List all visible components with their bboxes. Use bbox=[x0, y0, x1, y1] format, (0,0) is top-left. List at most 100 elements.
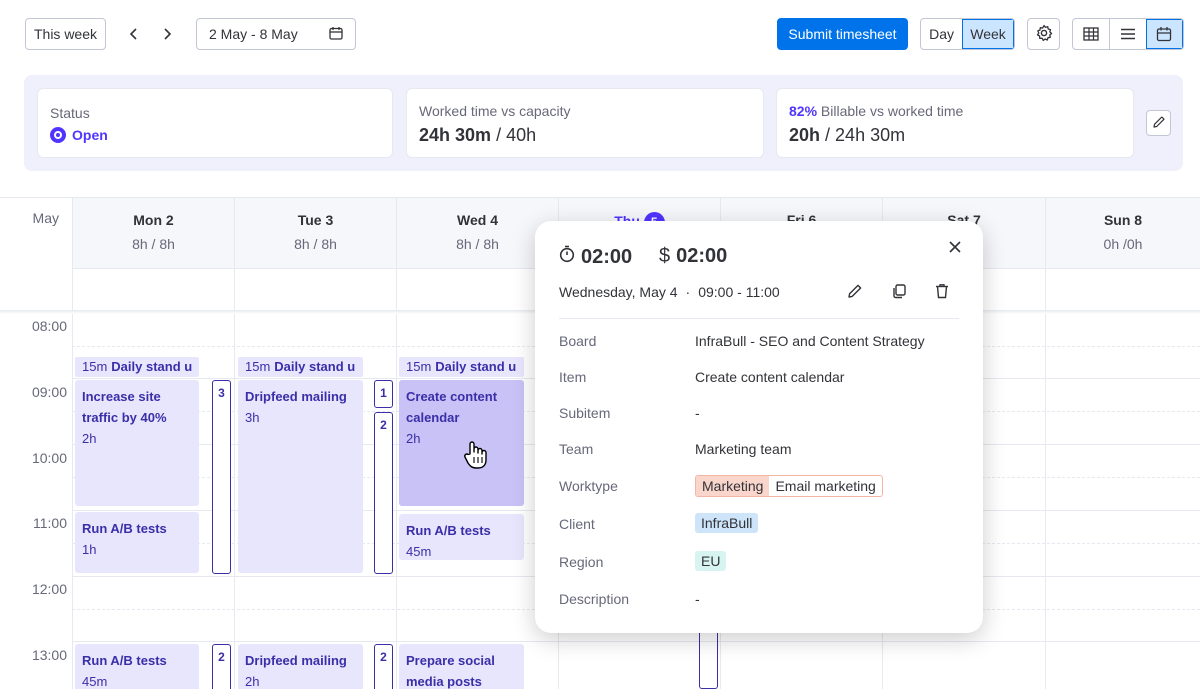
day-hours: 8h / 8h bbox=[294, 236, 337, 252]
field-value: InfraBull - SEO and Content Strategy bbox=[695, 333, 925, 349]
event-duration: 45m bbox=[82, 674, 108, 689]
stopwatch-icon bbox=[559, 245, 575, 269]
event-duration: 3h bbox=[245, 410, 260, 425]
event-title: Run A/B tests bbox=[82, 521, 167, 536]
calendar-event[interactable]: Run A/B tests 45m bbox=[399, 514, 524, 560]
day-header-mon[interactable]: Mon 2 8h / 8h bbox=[72, 198, 234, 268]
billable-percent: 82% bbox=[789, 103, 818, 119]
status-label: Status bbox=[50, 105, 90, 121]
event-duration: 2h bbox=[82, 431, 97, 446]
day-header-tue[interactable]: Tue 3 8h / 8h bbox=[234, 198, 396, 268]
list-view-icon[interactable] bbox=[1109, 19, 1145, 49]
event-duration: 2h bbox=[245, 674, 260, 689]
field-label: Board bbox=[559, 333, 597, 349]
overlap-indicator[interactable]: 2 bbox=[374, 644, 393, 689]
column-divider bbox=[1045, 314, 1046, 689]
overlap-indicator[interactable]: 3 bbox=[212, 380, 231, 574]
event-time: 09:00 - 11:00 bbox=[698, 284, 780, 300]
event-title: Dripfeed mailing bbox=[245, 653, 347, 668]
standup-event[interactable]: 15m Daily stand u bbox=[75, 357, 199, 377]
event-datetime: Wednesday, May 4 · 09:00 - 11:00 bbox=[559, 284, 780, 300]
pencil-icon[interactable] bbox=[845, 281, 865, 301]
status-text: Open bbox=[72, 127, 108, 143]
hour-label: 13:00 bbox=[31, 647, 67, 663]
overlap-indicator[interactable]: 2 bbox=[374, 412, 393, 574]
event-title: Run A/B tests bbox=[82, 653, 167, 668]
day-hours: 8h / 8h bbox=[456, 236, 499, 252]
calendar-event[interactable]: Prepare social media posts bbox=[399, 644, 524, 689]
timer-value: 02:00 bbox=[581, 245, 633, 268]
event-title: Daily stand u bbox=[435, 359, 517, 374]
overlap-indicator[interactable] bbox=[699, 630, 718, 689]
day-name: Sun 8 bbox=[1103, 212, 1143, 228]
allday-cell[interactable] bbox=[234, 268, 396, 312]
region-tag: EU bbox=[695, 551, 727, 571]
popup-divider bbox=[559, 318, 959, 319]
next-week-icon[interactable] bbox=[157, 24, 177, 44]
worked-capacity: / 40h bbox=[496, 125, 537, 145]
event-date: Wednesday, May 4 bbox=[559, 284, 678, 300]
pencil-icon bbox=[1152, 115, 1166, 132]
prev-week-icon[interactable] bbox=[124, 24, 144, 44]
field-value: - bbox=[695, 591, 700, 607]
event-duration: 15m bbox=[406, 359, 432, 374]
day-header-wed[interactable]: Wed 4 8h / 8h bbox=[396, 198, 558, 268]
worked-value: 24h 30m bbox=[419, 125, 492, 145]
submit-timesheet-button[interactable]: Submit timesheet bbox=[777, 18, 908, 50]
date-range-picker[interactable]: 2 May - 8 May bbox=[196, 18, 356, 50]
worktype-tag: Marketing bbox=[696, 476, 770, 496]
settings-button[interactable] bbox=[1027, 18, 1060, 50]
event-duration: 2h bbox=[406, 431, 421, 446]
status-card: Status Open bbox=[37, 88, 393, 158]
allday-cell[interactable] bbox=[1045, 268, 1200, 312]
calendar-view-icon[interactable] bbox=[1145, 19, 1183, 49]
this-week-button[interactable]: This week bbox=[25, 18, 106, 50]
event-title: Daily stand u bbox=[111, 359, 193, 374]
calendar-event[interactable]: Increase site traffic by 40% 2h bbox=[75, 380, 199, 506]
gear-icon bbox=[1035, 24, 1053, 45]
view-toggle: Day Week bbox=[920, 18, 1015, 50]
summary-panel: Status Open Worked time vs capacity 24h … bbox=[24, 75, 1183, 171]
submit-label: Submit timesheet bbox=[788, 26, 897, 42]
day-name: Tue 3 bbox=[297, 212, 334, 228]
edit-summary-button[interactable] bbox=[1146, 110, 1171, 136]
column-divider bbox=[234, 314, 235, 689]
hour-label: 11:00 bbox=[33, 515, 67, 531]
worktype-subtag: Email marketing bbox=[769, 476, 882, 496]
date-range-label: 2 May - 8 May bbox=[209, 26, 298, 42]
field-label: Region bbox=[559, 554, 604, 570]
field-value: Create content calendar bbox=[695, 369, 845, 385]
billable-value: 20h bbox=[789, 125, 821, 145]
event-duration: 1h bbox=[82, 542, 97, 557]
billable-card: 82% Billable vs worked time 20h / 24h 30… bbox=[776, 88, 1134, 158]
calendar-event[interactable]: Run A/B tests 1h bbox=[75, 512, 199, 573]
day-view-button[interactable]: Day bbox=[929, 26, 954, 42]
timer-display: 02:00 bbox=[559, 245, 632, 269]
trash-icon[interactable] bbox=[932, 281, 952, 301]
overlap-indicator[interactable]: 1 bbox=[374, 380, 393, 408]
calendar-event[interactable]: Dripfeed mailing 3h bbox=[238, 380, 363, 573]
hour-label: 10:00 bbox=[31, 450, 67, 466]
field-label: Team bbox=[559, 441, 594, 457]
day-name: Mon 2 bbox=[133, 212, 174, 228]
field-label: Description bbox=[559, 591, 630, 607]
overlap-indicator[interactable]: 2 bbox=[212, 644, 231, 689]
calendar-event-selected[interactable]: Create content calendar 2h bbox=[399, 380, 524, 506]
day-header-sun[interactable]: Sun 8 0h /0h bbox=[1045, 198, 1200, 268]
standup-event[interactable]: 15m Daily stand u bbox=[399, 357, 524, 377]
field-value: - bbox=[695, 405, 700, 421]
standup-event[interactable]: 15m Daily stand u bbox=[238, 357, 363, 377]
day-hours: 8h / 8h bbox=[132, 236, 175, 252]
week-view-button[interactable]: Week bbox=[962, 19, 1014, 49]
event-title: Prepare social media posts bbox=[406, 653, 495, 689]
event-title: Daily stand u bbox=[274, 359, 356, 374]
allday-cell[interactable] bbox=[396, 268, 558, 312]
calendar-event[interactable]: Run A/B tests 45m bbox=[75, 644, 199, 689]
event-duration: 45m bbox=[406, 544, 432, 559]
close-icon[interactable] bbox=[945, 237, 965, 257]
calendar-event[interactable]: Dripfeed mailing 2h bbox=[238, 644, 363, 689]
allday-cell[interactable] bbox=[72, 268, 234, 312]
worktype-tags: Marketing Email marketing bbox=[695, 475, 883, 497]
table-view-icon[interactable] bbox=[1073, 19, 1109, 49]
copy-icon[interactable] bbox=[889, 281, 909, 301]
